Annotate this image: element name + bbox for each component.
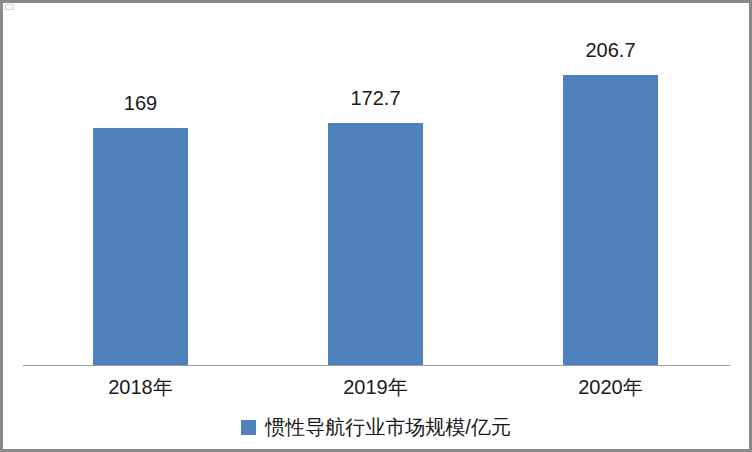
- x-tick-label: 2020年: [533, 375, 688, 399]
- bar: [93, 128, 188, 365]
- bar-group: 206.7 2020年: [563, 14, 658, 365]
- legend: 惯性导航行业市场规模/亿元: [3, 415, 749, 439]
- bar: [328, 123, 423, 365]
- plot-area: 169 2018年 172.7 2019年 206.7 2020年: [23, 14, 730, 366]
- bar-group: 169 2018年: [93, 14, 188, 365]
- x-tick-label: 2018年: [63, 375, 218, 399]
- value-label: 169: [73, 91, 208, 115]
- bar-chart: 169 2018年 172.7 2019年 206.7 2020年 惯性导航行业…: [0, 0, 752, 452]
- value-label: 172.7: [308, 86, 443, 110]
- x-tick-label: 2019年: [298, 375, 453, 399]
- bar-group: 172.7 2019年: [328, 14, 423, 365]
- bar: [563, 75, 658, 365]
- legend-label: 惯性导航行业市场规模/亿元: [265, 415, 511, 439]
- value-label: 206.7: [543, 38, 678, 62]
- legend-marker-icon: [241, 420, 256, 435]
- corner-artifact: [5, 4, 14, 10]
